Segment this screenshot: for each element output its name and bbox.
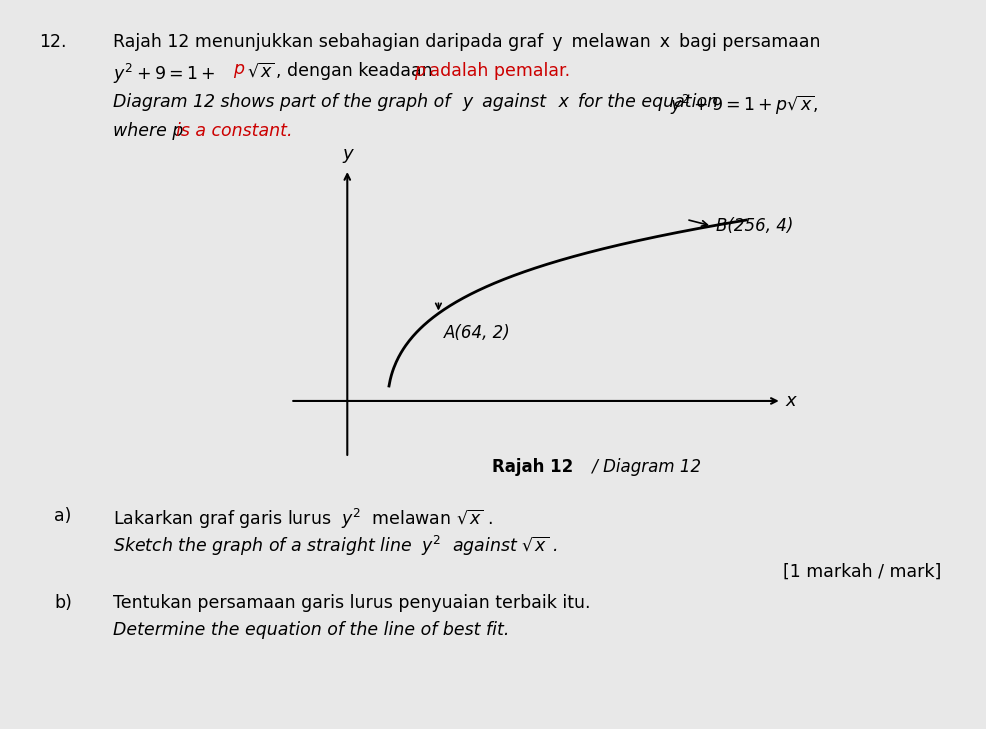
Text: adalah pemalar.: adalah pemalar.: [424, 62, 570, 80]
Text: Sketch the graph of a straight line  $y^2$  against $\sqrt{x}$ .: Sketch the graph of a straight line $y^2…: [113, 534, 558, 558]
Text: x: x: [786, 392, 797, 410]
Text: Rajah 12 menunjukkan sebahagian daripada graf  ​y​  melawan  ​x​  bagi persamaan: Rajah 12 menunjukkan sebahagian daripada…: [113, 33, 821, 51]
Text: p: p: [414, 62, 425, 80]
Text: where p: where p: [113, 122, 189, 140]
Text: Determine the equation of the line of best fit.: Determine the equation of the line of be…: [113, 621, 510, 639]
Text: Diagram 12 shows part of the graph of ​  ​y​  against ​  ​x​  for the equation: Diagram 12 shows part of the graph of ​ …: [113, 93, 726, 112]
Text: $p$: $p$: [233, 62, 245, 80]
Text: B(256, 4): B(256, 4): [716, 217, 794, 235]
Text: is a constant.: is a constant.: [176, 122, 292, 140]
Text: Lakarkan graf garis lurus  $y^2$  melawan $\sqrt{x}$ .: Lakarkan graf garis lurus $y^2$ melawan …: [113, 507, 493, 531]
Text: [1 markah / mark]: [1 markah / mark]: [783, 563, 942, 581]
Text: , dengan keadaan: , dengan keadaan: [276, 62, 438, 80]
Text: 12.: 12.: [39, 33, 67, 51]
Text: A(64, 2): A(64, 2): [444, 324, 511, 343]
Text: y: y: [342, 144, 353, 163]
Text: $\sqrt{x}$: $\sqrt{x}$: [247, 62, 275, 81]
Text: $y^2+9=1+$: $y^2+9=1+$: [113, 62, 216, 86]
Text: Rajah 12: Rajah 12: [492, 458, 573, 476]
Text: / Diagram 12: / Diagram 12: [587, 458, 701, 476]
Text: $y^2+9=1+p\sqrt{x}$,: $y^2+9=1+p\sqrt{x}$,: [670, 93, 818, 117]
Text: b): b): [54, 594, 72, 612]
Text: Tentukan persamaan garis lurus penyuaian terbaik itu.: Tentukan persamaan garis lurus penyuaian…: [113, 594, 591, 612]
Text: a): a): [54, 507, 72, 525]
